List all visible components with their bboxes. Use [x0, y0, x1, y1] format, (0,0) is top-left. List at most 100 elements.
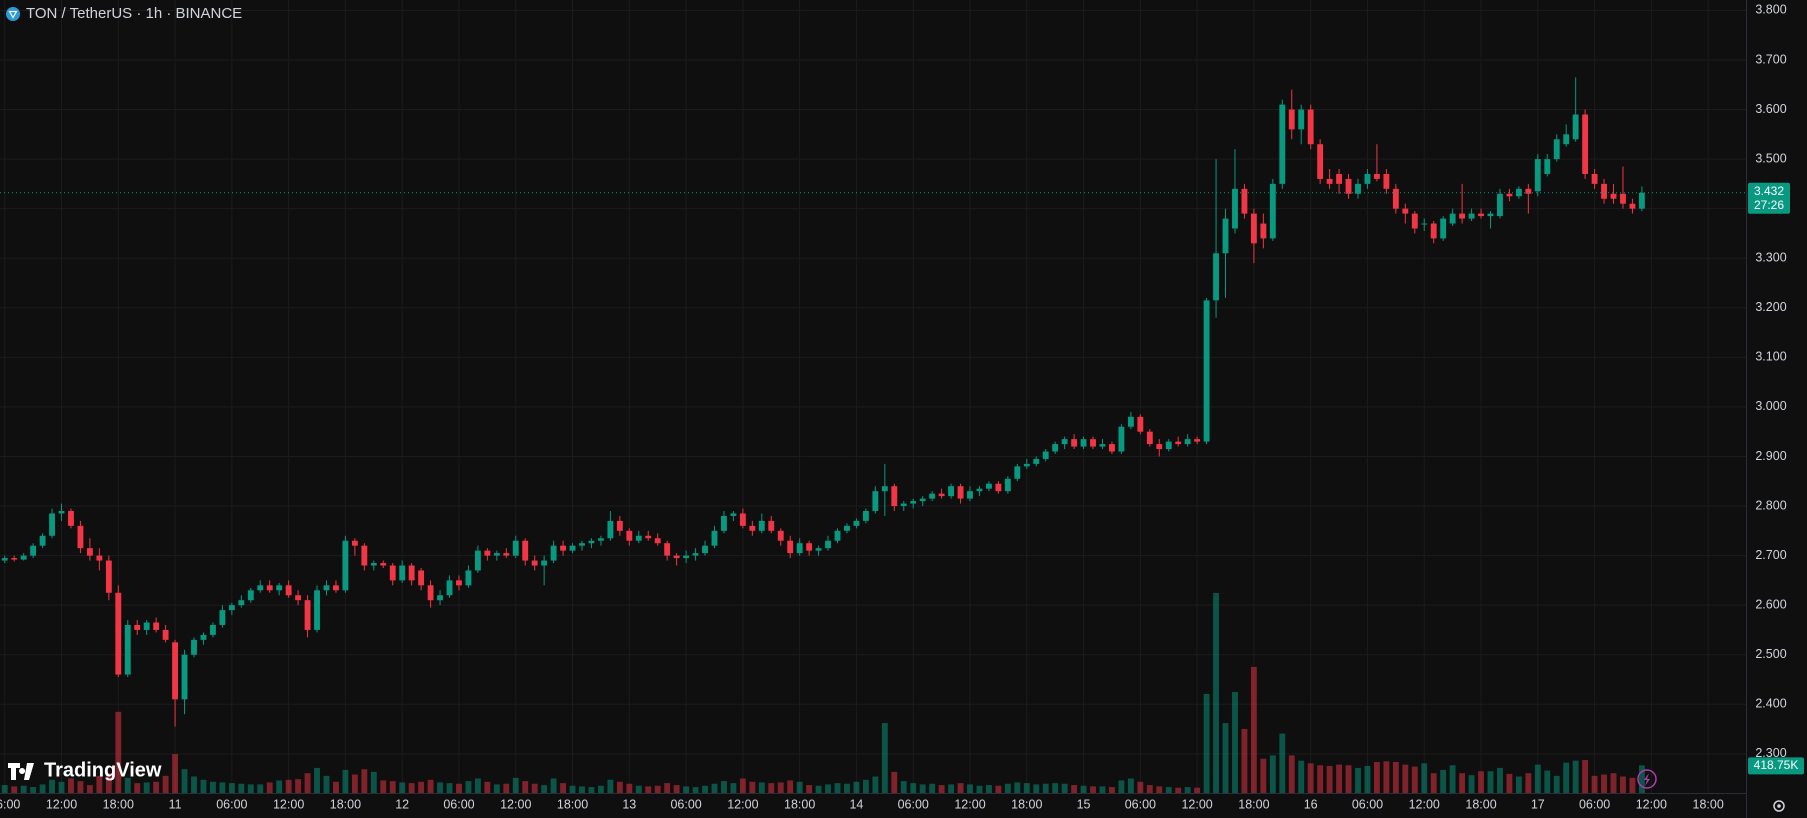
volume-bar	[806, 785, 813, 793]
candle-body	[1137, 416, 1144, 432]
volume-bar	[238, 783, 245, 793]
volume-bar	[124, 777, 131, 793]
candle-body	[1364, 173, 1371, 184]
x-tick-label: 12:00	[1636, 797, 1667, 811]
volume-bar	[1127, 778, 1134, 793]
volume-bar	[1610, 773, 1617, 793]
y-tick-label: 3.700	[1755, 52, 1786, 66]
candle-body	[1014, 466, 1021, 479]
volume-bar	[1459, 773, 1466, 793]
x-tick-label: 12:00	[1181, 797, 1212, 811]
volume-bar	[995, 785, 1002, 793]
volume-bar	[333, 781, 339, 793]
candle-body	[228, 605, 235, 611]
candle-body	[1071, 439, 1078, 447]
volume-bar	[1487, 771, 1494, 793]
x-tick-label: 18:00	[1693, 797, 1724, 811]
candle-body	[560, 545, 567, 551]
candle-body	[853, 520, 860, 526]
volume-bar	[739, 778, 746, 793]
candle-body	[181, 654, 188, 700]
settings-button[interactable]	[1773, 800, 1785, 812]
volume-bar	[1061, 783, 1068, 793]
x-tick-label: 17	[1531, 797, 1545, 811]
candle-body	[881, 486, 888, 492]
candle-body	[380, 563, 387, 566]
x-tick-label: 13	[622, 797, 636, 811]
candle-body	[437, 595, 443, 601]
volume-bar	[948, 784, 955, 793]
volume-bar	[815, 785, 822, 793]
volume-bar	[853, 781, 860, 793]
y-tick-label: 2.800	[1755, 498, 1786, 512]
volume-bar	[569, 785, 576, 793]
x-tick-label: 18:00	[557, 797, 588, 811]
candle-body	[1127, 416, 1134, 427]
volume-bar	[437, 782, 443, 793]
volume-bar	[1544, 770, 1551, 793]
candle-body	[1118, 426, 1125, 452]
volume-bar	[1620, 776, 1626, 793]
candle-body	[796, 543, 803, 554]
candle-body	[777, 530, 784, 541]
volume-bar	[588, 787, 595, 793]
candle-body	[976, 488, 983, 492]
candle-body	[1525, 188, 1532, 194]
x-tick-label: 15	[1077, 797, 1091, 811]
volume-bar	[351, 774, 358, 793]
candle-body	[995, 483, 1002, 492]
volume-bar	[247, 784, 254, 793]
candle-body	[153, 622, 160, 630]
candle-body	[891, 486, 898, 507]
volume-bar	[512, 777, 519, 793]
lightning-glyph	[1644, 773, 1650, 786]
candle-body	[238, 600, 245, 606]
candle-body	[985, 483, 992, 489]
lightning-button[interactable]	[1637, 769, 1657, 789]
settings-gear[interactable]	[1773, 800, 1785, 812]
candle-body	[1250, 213, 1257, 244]
volume-bar	[550, 778, 557, 793]
volume-bar	[872, 776, 879, 793]
volume-bar	[1355, 767, 1361, 793]
candle-body	[1421, 223, 1428, 225]
volume-bar	[1307, 763, 1314, 793]
candle-body	[1402, 208, 1409, 214]
x-tick-label: 14	[849, 797, 863, 811]
volume-bar	[985, 785, 992, 793]
volume-bar	[1317, 765, 1324, 793]
candle-body	[768, 520, 775, 531]
watermark-logo	[8, 763, 34, 780]
candle-body	[1213, 253, 1219, 301]
volume-bar	[456, 783, 462, 793]
volume-bar	[1440, 769, 1447, 793]
candle-body	[1411, 213, 1418, 229]
volume-bar	[1250, 666, 1257, 793]
volume-bar	[1222, 723, 1229, 793]
volume-bar	[105, 773, 112, 793]
candle-body	[342, 540, 349, 591]
y-tick-label: 2.900	[1755, 449, 1786, 463]
candle-body	[607, 520, 614, 539]
volume-bar	[1430, 773, 1437, 793]
volume-bar	[1109, 787, 1115, 793]
volume-bar	[1468, 775, 1475, 793]
volume-bar	[1175, 787, 1182, 793]
volume-bar	[825, 784, 831, 793]
volume-bar	[1582, 759, 1589, 793]
x-tick-label: 18:00	[1465, 797, 1496, 811]
volume-bar	[361, 769, 368, 793]
x-tick-label: 06:00	[1352, 797, 1383, 811]
candle-body	[721, 515, 727, 531]
watermark: TradingView	[8, 759, 162, 781]
volume-bar	[702, 785, 708, 793]
candles	[1, 77, 1645, 727]
lightning-circle[interactable]	[1637, 769, 1657, 789]
x-tick-label: 18:00	[103, 797, 134, 811]
volume-bar	[285, 779, 292, 793]
x-tick-label: 06:00	[216, 797, 247, 811]
candle-body	[758, 520, 765, 531]
candle-body	[550, 545, 557, 561]
volume-bar	[834, 783, 841, 793]
candle-body	[683, 555, 690, 559]
